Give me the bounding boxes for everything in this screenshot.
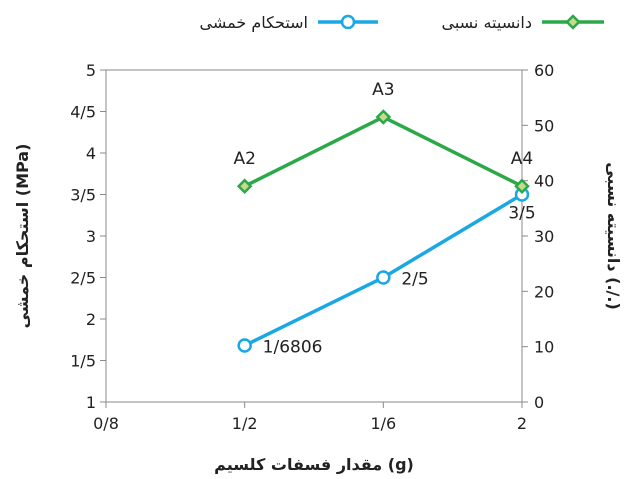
strength-point: [376, 270, 391, 285]
density-point: [375, 109, 392, 125]
density-point: [514, 178, 530, 194]
right-tick-label: 0: [534, 393, 544, 412]
left-tick-label: 4: [86, 144, 96, 163]
left-tick-label: 2/5: [70, 269, 96, 288]
strength-point: [237, 338, 252, 353]
density-data-label: A3: [372, 80, 394, 100]
left-tick-label: 3/5: [70, 186, 96, 205]
left-tick-label: 4/5: [70, 103, 96, 122]
left-tick-label: 1: [86, 393, 96, 412]
x-tick-label: 1/6: [370, 414, 396, 433]
density-data-label: A2: [233, 149, 255, 169]
legend-density-label: دانسیته نسبی: [441, 13, 532, 32]
strength-data-label: 1/6806: [263, 338, 323, 358]
right-tick-label: 30: [534, 227, 554, 246]
x-tick-label: 1/2: [232, 414, 258, 433]
x-tick-label: 2: [517, 414, 527, 433]
left-tick-label: 1/5: [70, 352, 96, 371]
density-series-line: [243, 115, 523, 188]
strength-data-label: 3/5: [508, 204, 535, 224]
density-data-label: A4: [511, 149, 533, 169]
strength-series-line: [243, 192, 523, 348]
strength-data-label: 2/5: [401, 270, 428, 290]
left-tick-label: 5: [86, 61, 96, 80]
density-point: [236, 178, 253, 194]
right-tick-label: 40: [534, 172, 554, 191]
left-axis-title: استحکام خمشی (MPa): [13, 144, 32, 329]
legend-strength-marker: [340, 14, 356, 30]
right-tick-label: 20: [534, 282, 554, 301]
legend-density-marker: [565, 14, 581, 30]
right-tick-label: 60: [534, 61, 554, 80]
right-tick-label: 10: [534, 338, 554, 357]
x-tick-label: 0/8: [93, 414, 119, 433]
legend-strength-label: استحکام خمشی: [200, 13, 308, 32]
left-tick-label: 2: [86, 310, 96, 329]
right-axis-title: دانسیته نسبی (./.): [604, 162, 623, 310]
left-tick-label: 3: [86, 227, 96, 246]
x-axis-title: مقدار فسفات کلسیم (g): [214, 455, 414, 474]
right-tick-label: 50: [534, 116, 554, 135]
